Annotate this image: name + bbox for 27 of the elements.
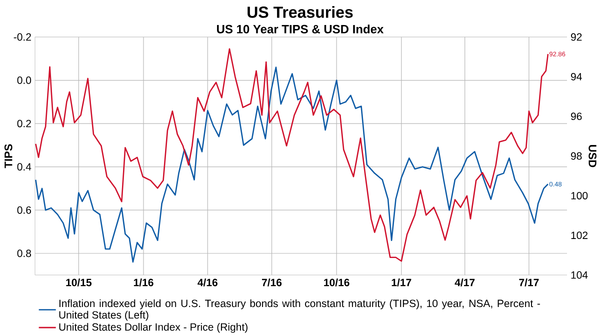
x-tick-label: 1/17 — [392, 278, 412, 286]
x-tick-label: 4/16 — [198, 278, 218, 286]
y2-tick-label: 94 — [571, 72, 582, 80]
y-tick-label: -0.2 — [14, 33, 31, 41]
x-tick-label: 4/17 — [454, 278, 475, 286]
y2-tick-label: 102 — [571, 232, 588, 240]
chart-title: US Treasuries — [248, 6, 353, 18]
y-tick-label: 0.4 — [17, 163, 32, 171]
legend-label: United States Dollar Index - Price (Right) — [59, 323, 248, 333]
y2-tick-label: 96 — [571, 112, 582, 120]
y-tick-label: 0.0 — [17, 76, 32, 84]
y-tick-label: 0.2 — [17, 120, 31, 128]
y2-tick-label: 104 — [571, 271, 588, 279]
y2-tick-label: 92 — [571, 33, 582, 41]
y-tick-label: 0.6 — [17, 206, 32, 214]
x-tick-label: 1/16 — [134, 278, 154, 286]
y2-tick-label: 98 — [571, 152, 582, 160]
legend-label: Inflation indexed yield on U.S. Treasury bonds with constant maturity (TIPS), 10 year, NSA, Percent - United States (Left) — [59, 299, 540, 321]
chart-subtitle: US 10 Year TIPS & USD Index — [217, 24, 384, 34]
x-tick-label: 10/16 — [324, 278, 350, 286]
x-tick-label: 7/16 — [262, 278, 282, 286]
y-tick-label: 0.8 — [17, 250, 32, 258]
y-axis-title: TIPS — [4, 144, 12, 168]
x-tick-label: 10/15 — [66, 278, 92, 286]
y2-axis-title: USD — [588, 145, 596, 168]
y2-tick-label: 100 — [571, 192, 588, 200]
x-tick-label: 7/17 — [519, 278, 539, 286]
